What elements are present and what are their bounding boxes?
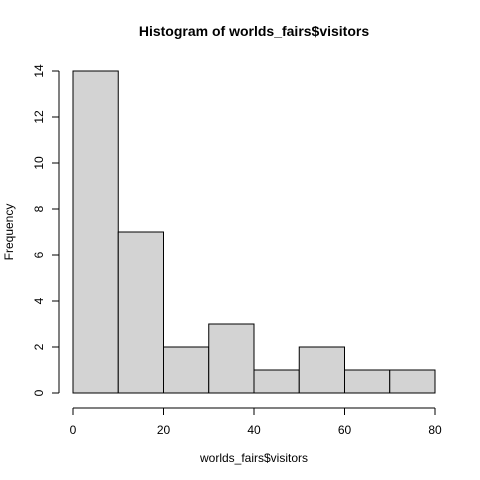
- x-axis: 0 20 40 60 80: [70, 407, 442, 437]
- histogram-bar-40-50: [253, 369, 300, 394]
- x-tick-label: 0: [70, 423, 77, 437]
- histogram-bar-0-10: [72, 70, 119, 394]
- y-tick-label: 4: [32, 297, 46, 304]
- y-tick-label: 10: [32, 156, 46, 170]
- y-axis-label: Frequency: [2, 204, 16, 261]
- x-tick-label: 20: [157, 423, 171, 437]
- y-tick-label: 12: [32, 110, 46, 124]
- histogram-bar-50-60: [298, 346, 345, 394]
- y-tick-label: 0: [32, 389, 46, 396]
- y-tick-label: 6: [32, 251, 46, 258]
- bars-group: [72, 70, 436, 394]
- x-tick-label: 80: [428, 423, 442, 437]
- x-tick-label: 40: [247, 423, 261, 437]
- histogram-bar-70-80: [389, 369, 436, 394]
- y-tick-label: 2: [32, 343, 46, 350]
- y-tick-label: 14: [32, 64, 46, 78]
- x-tick-label: 60: [338, 423, 352, 437]
- chart-title: Histogram of worlds_fairs$visitors: [139, 23, 370, 39]
- histogram-bar-10-20: [117, 231, 164, 394]
- histogram-bar-30-40: [208, 323, 255, 394]
- x-axis-label: worlds_fairs$visitors: [199, 451, 308, 465]
- y-tick-label: 8: [32, 205, 46, 212]
- y-axis: 0 2 4 6 8 10 12 14: [32, 64, 60, 396]
- histogram-bar-60-70: [344, 369, 391, 394]
- histogram-bar-20-30: [163, 346, 210, 394]
